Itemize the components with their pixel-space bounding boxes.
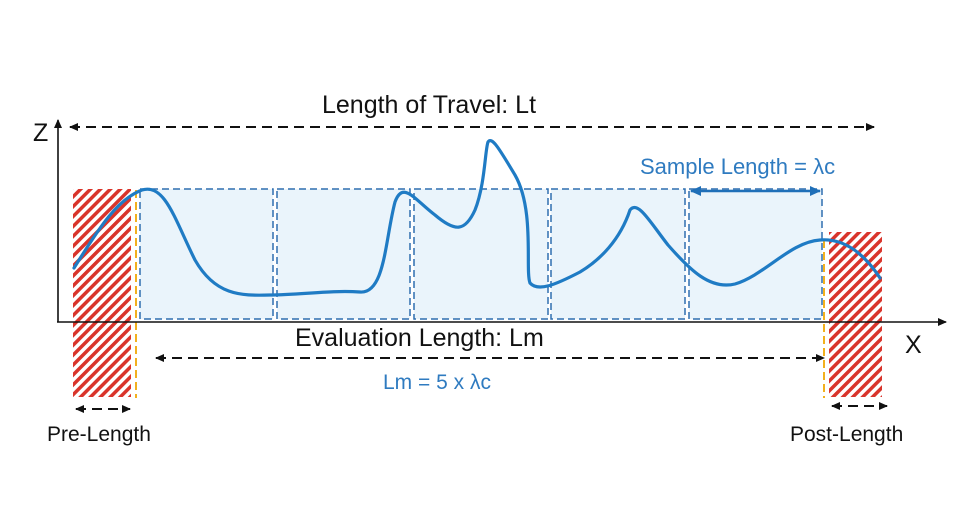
post-length-region <box>829 232 882 397</box>
pre-length-region <box>73 189 131 397</box>
sample-box-2 <box>276 188 411 320</box>
sample-box-5 <box>688 188 823 320</box>
x-axis-label: X <box>905 331 922 359</box>
evaluation-formula-label: Lm = 5 x λc <box>383 371 491 394</box>
evaluation-length-label: Evaluation Length: Lm <box>295 324 544 352</box>
sample-box-1 <box>139 188 274 320</box>
surface-profile-curve <box>72 139 882 297</box>
sample-box-4 <box>550 188 686 320</box>
pre-length-label: Pre-Length <box>47 423 151 446</box>
post-length-label: Post-Length <box>790 423 904 446</box>
z-axis-label: Z <box>33 119 49 147</box>
length-of-travel-label: Length of Travel: Lt <box>322 91 537 119</box>
sample-boxes <box>139 188 823 320</box>
sample-length-label: Sample Length = λc <box>640 154 836 179</box>
